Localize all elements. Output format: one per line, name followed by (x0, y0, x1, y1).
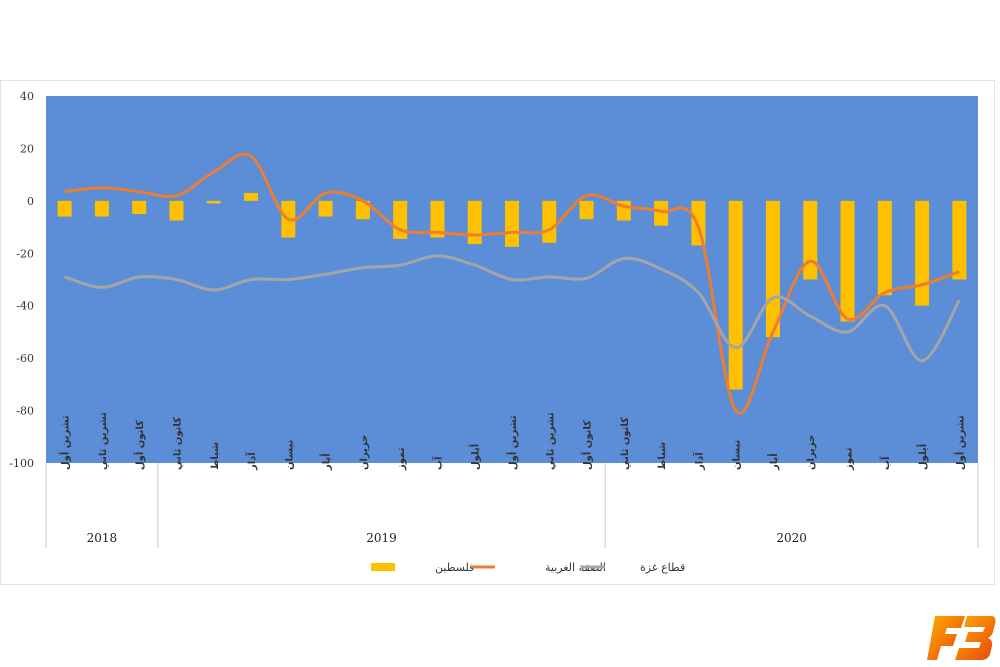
y-tick-label: -60 (16, 352, 34, 365)
bar (803, 200, 818, 280)
bar (430, 200, 445, 238)
bar (654, 200, 669, 226)
year-label: 2020 (776, 531, 807, 545)
series-line (64, 254, 961, 363)
x-tick-label: كانون ثاني (172, 417, 183, 470)
bar (355, 200, 370, 220)
x-tick-label: شباط (210, 442, 221, 470)
bar (542, 200, 557, 243)
legend: فلسطين الضفة الغربية قطاع غزة (371, 561, 685, 574)
bar (765, 200, 780, 338)
x-tick-label: تشرين ثاني (98, 412, 109, 470)
bar (206, 200, 221, 204)
x-tick-label: أيلول (916, 444, 929, 470)
x-tick-label: تشرين ثاني (545, 412, 556, 470)
y-tick-label: 0 (27, 195, 34, 208)
bar (393, 200, 408, 239)
y-tick-label: -80 (16, 405, 34, 418)
legend-label: قطاع غزة (640, 561, 685, 574)
bar (467, 200, 482, 245)
bar (505, 200, 519, 247)
x-tick-label: أيار (767, 453, 780, 471)
bar (244, 192, 259, 201)
y-axis: 40 20 0 -20 -40 -60 -80 -100 (9, 90, 34, 470)
x-axis: تشرين أول تشرين ثاني كانون أول كانون ثاني شب… (45, 412, 979, 548)
x-tick-label: نيسان (284, 440, 295, 470)
x-tick-label: تشرين أول (59, 415, 72, 470)
bar (579, 200, 594, 220)
bar (728, 200, 743, 390)
line-series (64, 152, 961, 415)
x-tick-label: آب (431, 456, 444, 470)
legend-swatch (371, 563, 395, 571)
x-tick-label: آذار (245, 452, 258, 471)
x-tick-label: نيسان (732, 440, 743, 470)
chart-frame (0, 80, 995, 585)
bar (318, 200, 333, 217)
bar (169, 200, 184, 221)
x-tick-label: حزيران (359, 435, 370, 470)
bar (132, 200, 147, 214)
bar (877, 200, 892, 296)
y-tick-label: 20 (20, 142, 34, 155)
x-tick-label: تشرين أول (953, 415, 966, 470)
x-tick-label: أيار (320, 453, 333, 471)
watermark-logo (927, 616, 996, 660)
y-tick-label: -40 (16, 300, 34, 313)
x-tick-label: حزيران (806, 435, 817, 470)
y-tick-label: -20 (16, 247, 34, 260)
bar (952, 200, 967, 280)
bar (915, 200, 930, 306)
bar (57, 200, 72, 217)
x-tick-label: آذار (692, 452, 705, 471)
year-label: 2018 (87, 531, 118, 545)
x-tick-label: تشرين أول (506, 415, 519, 470)
x-tick-label: آب (879, 456, 892, 470)
x-tick-label: كانون أول (581, 420, 594, 470)
x-tick-label: كانون أول (133, 420, 146, 470)
legend-label: فلسطين (435, 561, 474, 574)
bar (840, 200, 855, 322)
legend-label: الضفة الغربية (545, 561, 606, 574)
y-tick-label: 40 (20, 90, 34, 103)
x-tick-label: كانون ثاني (620, 417, 631, 470)
x-tick-label: تموز (396, 447, 407, 471)
series-line (64, 152, 960, 415)
x-tick-label: أيلول (469, 444, 482, 470)
y-tick-label: -100 (9, 457, 34, 470)
x-tick-label: تموز (844, 447, 855, 471)
year-label: 2019 (366, 531, 397, 545)
bar (94, 200, 109, 217)
x-tick-label: شباط (657, 442, 668, 470)
